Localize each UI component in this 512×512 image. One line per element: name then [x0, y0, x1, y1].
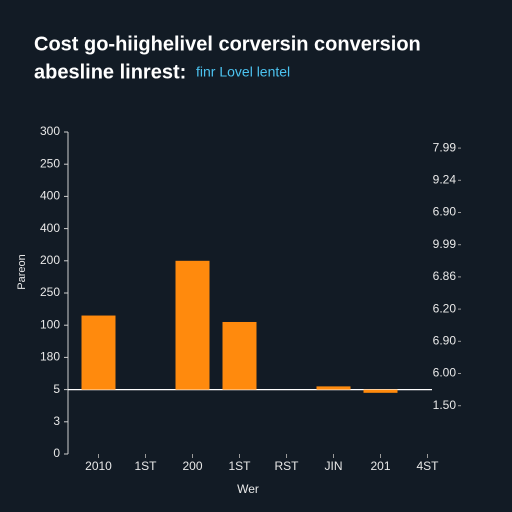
x-tick-label: RST — [275, 459, 300, 473]
y-tick-label: 400 — [40, 189, 60, 203]
annotation: finr Lovel lentel — [196, 64, 290, 80]
y-tick-label: 0 — [53, 446, 60, 460]
bar — [81, 315, 116, 390]
x-tick-label: 1ST — [228, 459, 251, 473]
y-tick-label: 100 — [40, 317, 60, 331]
y-tick-label: 300 — [40, 124, 60, 138]
y-axis-label: Pareon — [16, 254, 28, 289]
chart-subtitle: abesline linrest: — [34, 61, 186, 83]
y2-tick-label: 1.50 — [433, 398, 457, 412]
y-tick-label: 250 — [40, 156, 60, 170]
y2-tick-label: 6.90 — [433, 333, 457, 347]
x-axis-label: Wer — [237, 482, 259, 496]
y2-tick-label: 6.90 — [433, 205, 457, 219]
bar — [363, 389, 398, 393]
bar — [175, 260, 210, 390]
y2-tick-label: 6.00 — [433, 366, 457, 380]
y-tick-label: 5 — [53, 382, 60, 396]
y2-tick-label: 6.20 — [433, 301, 457, 315]
x-tick-label: 4ST — [416, 459, 439, 473]
y2-tick-label: 6.86 — [433, 269, 457, 283]
y-tick-label: 3 — [53, 414, 60, 428]
y2-tick-label: 7.99 — [433, 140, 457, 154]
x-tick-label: JIN — [325, 459, 343, 473]
bar — [316, 386, 351, 390]
y2-tick-label: 9.24 — [433, 172, 457, 186]
y-tick-label: 250 — [40, 285, 60, 299]
y2-tick-label: 9.99 — [433, 237, 457, 251]
y-tick-label: 180 — [40, 350, 60, 364]
y-tick-label: 400 — [40, 221, 60, 235]
chart-title: Cost go-hiighelivel corversin conversion — [34, 33, 421, 55]
bar — [222, 321, 257, 390]
y-tick-label: 200 — [40, 253, 60, 267]
x-tick-label: 201 — [370, 459, 390, 473]
x-tick-label: 200 — [182, 459, 202, 473]
x-tick-label: 1ST — [134, 459, 157, 473]
x-tick-label: 2010 — [85, 459, 112, 473]
